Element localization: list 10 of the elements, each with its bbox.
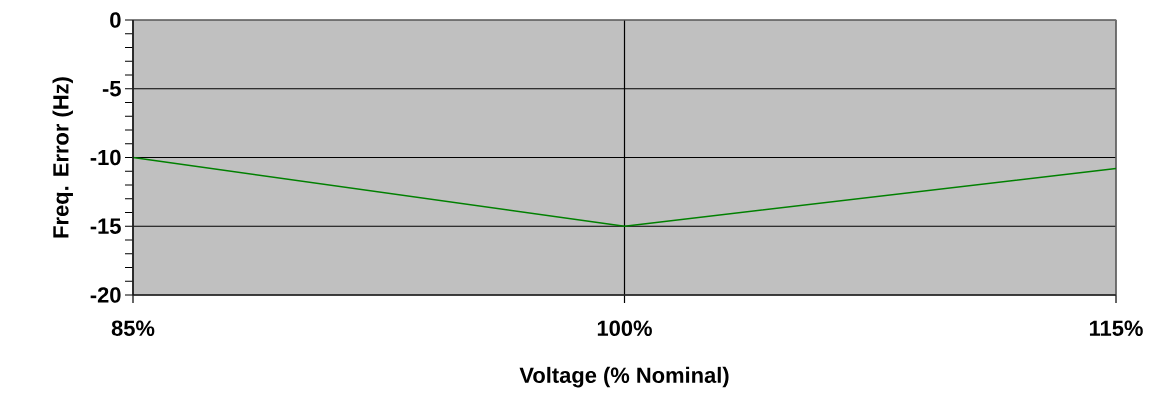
y-tick-label: -5 bbox=[102, 81, 121, 97]
y-axis-title: Freq. Error (Hz) bbox=[52, 77, 73, 238]
y-tick-label: -15 bbox=[90, 218, 121, 234]
y-tick-label: -10 bbox=[90, 149, 121, 166]
y-tick-label: -20 bbox=[90, 287, 121, 303]
y-tick-label: 0 bbox=[110, 12, 121, 28]
x-tick-label: 85% bbox=[111, 320, 155, 337]
x-axis-title: Voltage (% Nominal) bbox=[519, 366, 729, 388]
x-tick-label: 100% bbox=[597, 320, 652, 337]
x-tick-label: 115% bbox=[1089, 320, 1143, 336]
